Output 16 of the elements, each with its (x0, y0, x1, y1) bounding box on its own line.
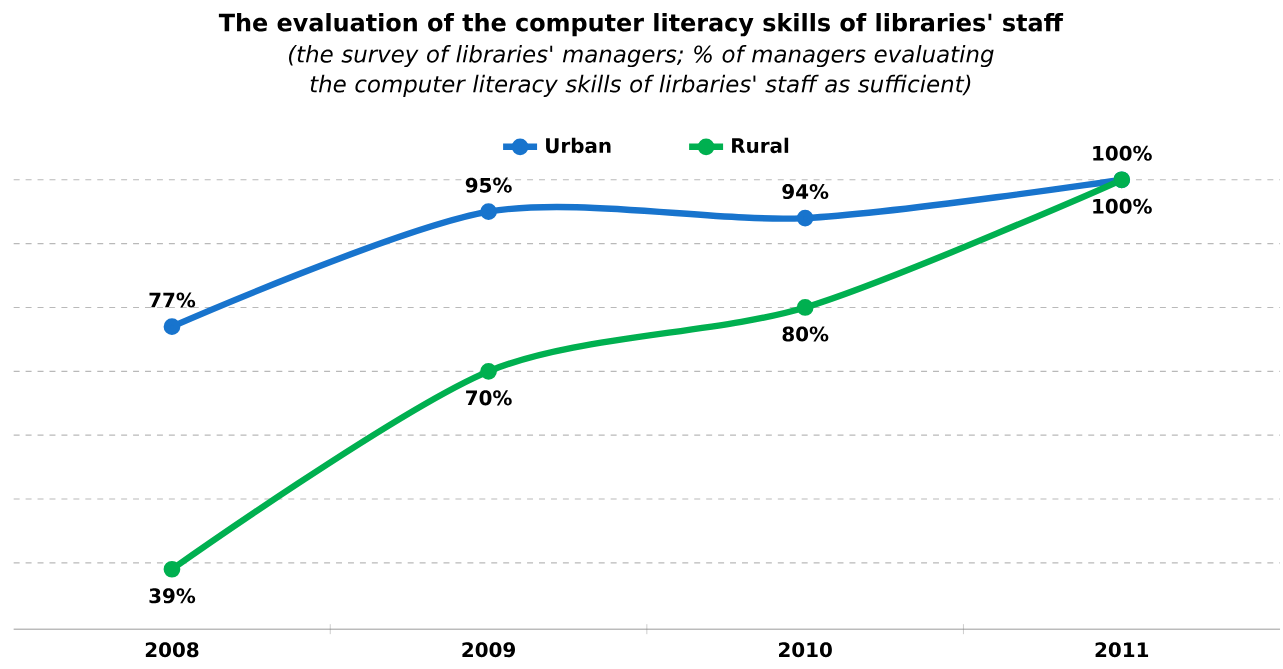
x-tick-label: 2011 (1095, 642, 1149, 658)
x-tick-label: 2008 (145, 642, 199, 658)
chart-title: The evaluation of the computer literacy skills of libraries' staff (218, 12, 1064, 37)
data-label: 94% (782, 183, 829, 199)
legend-label: Urban (546, 137, 611, 154)
data-label: 100% (1093, 145, 1152, 161)
x-tick-label: 2009 (462, 642, 515, 658)
legend-label: Rural (732, 137, 789, 154)
data-label: 39% (149, 588, 196, 604)
data-label: 80% (782, 326, 829, 342)
chart-subtitle: (the survey of libraries' managers; % of managers evaluating the computer literacy skills of lirbaries' staff as sufficient) (289, 44, 994, 97)
data-label: 70% (466, 390, 512, 406)
x-tick-label: 2010 (779, 642, 832, 658)
data-label: 100% (1093, 198, 1152, 214)
data-label: 95% (465, 177, 512, 193)
data-label: 77% (149, 292, 196, 308)
